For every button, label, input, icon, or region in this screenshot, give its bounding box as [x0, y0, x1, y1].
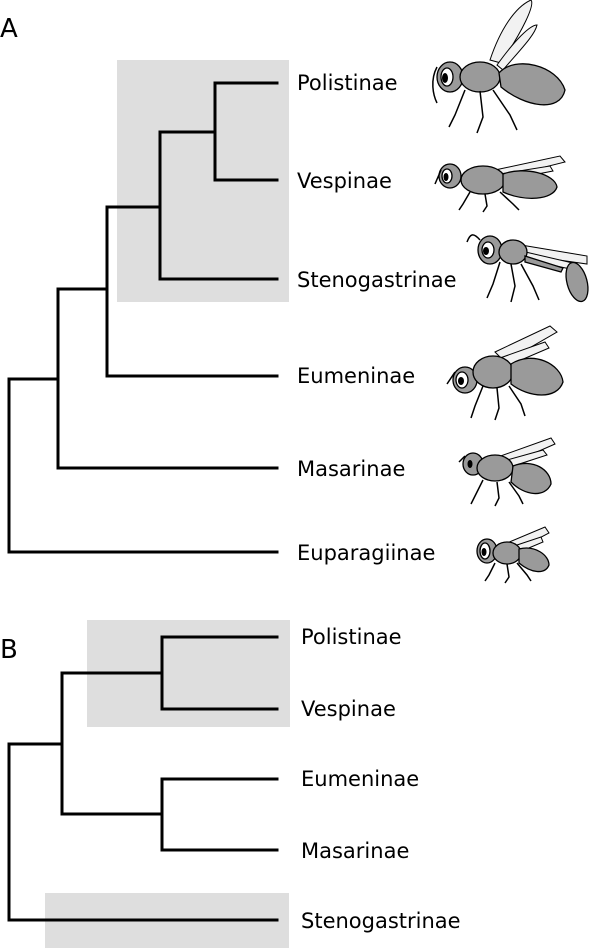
taxon-label-polistinae: Polistinae	[297, 71, 398, 95]
taxon-label-b-masarinae: Masarinae	[301, 839, 409, 863]
wasp-euparagiinae-icon	[476, 526, 550, 584]
wasp-eumeninae-icon	[446, 325, 564, 421]
taxon-label-b-vespinae: Vespinae	[301, 697, 396, 721]
taxon-label-masarinae: Masarinae	[297, 457, 405, 481]
panel-a: A Polistinae Vespinae	[0, 0, 589, 584]
panel-a-taxon-labels: Polistinae Vespinae Stenogastrinae Eumen…	[297, 71, 457, 565]
wasp-vespinae-icon	[434, 155, 566, 213]
panel-b-tree	[7, 635, 279, 922]
taxon-label-b-polistinae: Polistinae	[301, 625, 402, 649]
taxon-label-stenogastrinae: Stenogastrinae	[297, 268, 457, 292]
panel-b: B Polistinae Vespinae Eumeninae Masarina…	[0, 620, 461, 948]
wasp-stenogastrinae-icon	[466, 234, 589, 303]
taxon-label-b-eumeninae: Eumeninae	[301, 767, 419, 791]
panel-b-taxon-labels: Polistinae Vespinae Eumeninae Masarinae …	[301, 625, 461, 933]
taxon-label-vespinae: Vespinae	[297, 169, 392, 193]
taxon-label-euparagiinae: Euparagiinae	[297, 541, 435, 565]
taxon-label-eumeninae: Eumeninae	[297, 364, 415, 388]
wasp-polistinae-icon	[432, 0, 566, 134]
panel-a-label: A	[0, 14, 18, 44]
panel-b-label: B	[0, 635, 18, 665]
wasp-masarinae-icon	[458, 437, 556, 507]
taxon-label-b-stenogastrinae: Stenogastrinae	[301, 909, 461, 933]
panel-a-tree	[7, 81, 279, 554]
